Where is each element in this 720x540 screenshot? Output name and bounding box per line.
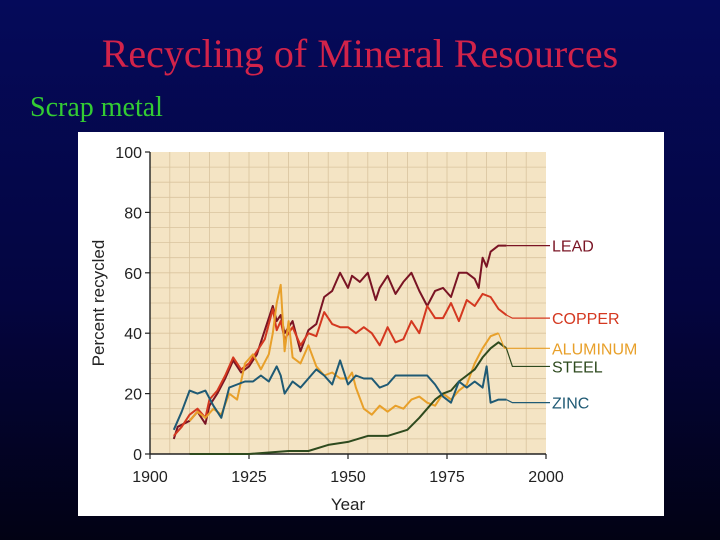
recycling-line-chart: 0 20 40 60 80 100 1900 1925 1950 1975 2000 LEAD COP… xyxy=(89,145,637,514)
x-axis-label: Year xyxy=(331,495,366,514)
figure-frame: 0 20 40 60 80 100 1900 1925 1950 1975 2000 LEAD COP… xyxy=(78,132,664,516)
series-line-copper xyxy=(173,292,508,437)
x-tick-label: 1925 xyxy=(231,469,267,486)
legend-leader-copper xyxy=(506,314,550,319)
legend-label-copper: COPPER xyxy=(552,311,620,328)
x-tick-label: 1975 xyxy=(429,469,465,486)
y-axis-label: Percent recycled xyxy=(89,240,108,367)
y-tick-label: 80 xyxy=(124,205,142,222)
legend-label-zinc: ZINC xyxy=(552,396,589,413)
legend-label-lead: LEAD xyxy=(552,239,594,256)
legend-label-aluminum: ALUMINUM xyxy=(552,341,637,358)
y-tick-label: 100 xyxy=(115,145,142,162)
series-line-lead xyxy=(172,244,507,440)
series-line-zinc xyxy=(172,359,507,431)
x-tick-label: 1950 xyxy=(330,469,366,486)
legend-label-steel: STEEL xyxy=(552,359,603,376)
legend-leader-steel xyxy=(505,348,550,368)
series-group xyxy=(172,244,508,455)
y-tick-label: 0 xyxy=(133,447,142,464)
x-tick-label: 1900 xyxy=(132,469,168,486)
series-line-steel xyxy=(189,341,508,455)
x-tick-label: 2000 xyxy=(528,469,564,486)
axes: 0 20 40 60 80 100 1900 1925 1950 1975 2000 xyxy=(115,145,564,486)
legend-leader-aluminum xyxy=(497,332,550,349)
slide-subtitle: Scrap metal xyxy=(30,92,163,123)
legend-leader-zinc xyxy=(506,399,550,404)
grid xyxy=(150,152,546,454)
slide-title: Recycling of Mineral Resources xyxy=(101,31,619,76)
y-tick-label: 40 xyxy=(124,326,142,343)
y-tick-label: 60 xyxy=(124,266,142,283)
y-tick-label: 20 xyxy=(124,387,142,404)
